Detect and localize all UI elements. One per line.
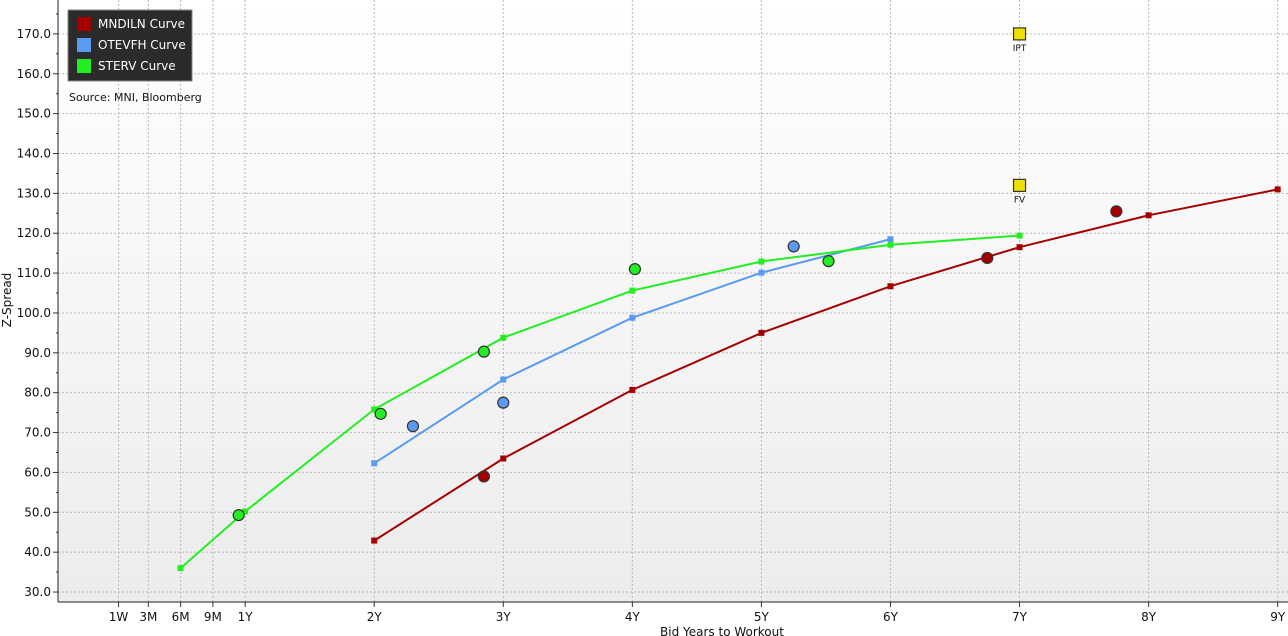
- y-tick-label: 30.0: [24, 585, 51, 599]
- curve-point: [177, 565, 184, 572]
- y-tick-label: 120.0: [17, 226, 51, 240]
- bond-point: [232, 508, 245, 522]
- series-line: [373, 188, 1278, 542]
- y-tick-label: 100.0: [17, 306, 51, 320]
- curve-point: [629, 287, 636, 294]
- legend: MNDILN Curve OTEVFH Curve STERV Curve: [67, 9, 193, 82]
- curve-point: [887, 241, 894, 248]
- x-tick-label: 6Y: [883, 610, 899, 624]
- bond-point: [981, 251, 994, 265]
- annotation-marker: [1012, 27, 1027, 41]
- curve-point: [1016, 244, 1023, 251]
- x-tick-label: 1W: [109, 610, 129, 624]
- source-note: Source: MNI, Bloomberg: [69, 91, 202, 104]
- curve-point: [500, 376, 507, 383]
- x-tick-label: 2Y: [367, 610, 383, 624]
- annotation-label: FV: [1014, 195, 1026, 205]
- grid-lines: [58, 0, 1288, 602]
- legend-swatch: [77, 17, 91, 31]
- x-tick-label: 3M: [139, 610, 157, 624]
- bond-point: [787, 240, 800, 253]
- curve-point: [500, 455, 507, 462]
- annotations: IPT FV: [1012, 27, 1027, 205]
- bond-point: [497, 396, 510, 409]
- annotation-marker: [1012, 178, 1027, 192]
- x-tick-label: 1Y: [238, 610, 254, 624]
- curve-point: [1016, 232, 1023, 239]
- y-tick-label: 130.0: [17, 186, 51, 200]
- y-tick-label: 70.0: [24, 426, 51, 440]
- curve-point: [371, 460, 378, 467]
- bond-point: [477, 470, 491, 483]
- y-tick-label: 50.0: [24, 505, 51, 519]
- bond-points: [232, 205, 1123, 522]
- x-tick-label: 9Y: [1270, 610, 1286, 624]
- x-tick-label: 6M: [172, 610, 190, 624]
- curve-point: [758, 269, 765, 276]
- curve-point: [371, 406, 378, 413]
- legend-swatch: [77, 59, 91, 73]
- x-tick-label: 9M: [204, 610, 222, 624]
- x-tick-label: 5Y: [754, 610, 770, 624]
- x-tick-label: 3Y: [496, 610, 512, 624]
- bond-point: [477, 345, 491, 358]
- x-tick-label: 8Y: [1141, 610, 1157, 624]
- bond-point: [628, 263, 642, 276]
- plot-area: [58, 0, 1288, 602]
- curve-point: [887, 236, 894, 243]
- bond-point: [1110, 205, 1123, 218]
- y-tick-label: 110.0: [17, 266, 51, 280]
- curve-point: [758, 258, 765, 265]
- legend-label: MNDILN Curve: [98, 17, 185, 31]
- legend-label: OTEVFH Curve: [98, 38, 186, 52]
- series-line: [179, 234, 1020, 569]
- y-tick-label: 160.0: [17, 67, 51, 81]
- legend-label: STERV Curve: [98, 59, 176, 73]
- curve-point: [242, 508, 249, 515]
- curve-point: [629, 314, 636, 321]
- bond-point: [406, 420, 420, 433]
- annotation-label: IPT: [1013, 44, 1027, 54]
- y-tick-label: 150.0: [17, 107, 51, 121]
- y-tick-label: 170.0: [17, 27, 51, 41]
- axes: 30.0 40.0 50.0 60.0 70.0 80.0 90.0 100.0 110.0 12…: [17, 0, 1288, 624]
- curve-point: [1274, 186, 1281, 193]
- y-tick-label: 40.0: [24, 545, 51, 559]
- curve-markers: [177, 186, 1281, 572]
- x-axis-title: Bid Years to Workout: [660, 625, 784, 636]
- x-tick-label: 4Y: [625, 610, 641, 624]
- y-tick-label: 80.0: [24, 386, 51, 400]
- curve-point: [887, 283, 894, 290]
- bond-point: [374, 407, 387, 420]
- bond-point: [822, 255, 835, 268]
- curve-point: [758, 329, 765, 336]
- curve-point: [1145, 212, 1152, 219]
- x-tick-label: 7Y: [1012, 610, 1028, 624]
- y-tick-label: 90.0: [24, 346, 51, 360]
- curve-point: [629, 386, 636, 393]
- curve-point: [371, 537, 378, 544]
- y-axis-title: Z-Spread: [0, 273, 14, 328]
- y-tick-label: 140.0: [17, 146, 51, 160]
- y-tick-label: 60.0: [24, 465, 51, 479]
- legend-swatch: [77, 38, 91, 52]
- curve-point: [500, 334, 507, 341]
